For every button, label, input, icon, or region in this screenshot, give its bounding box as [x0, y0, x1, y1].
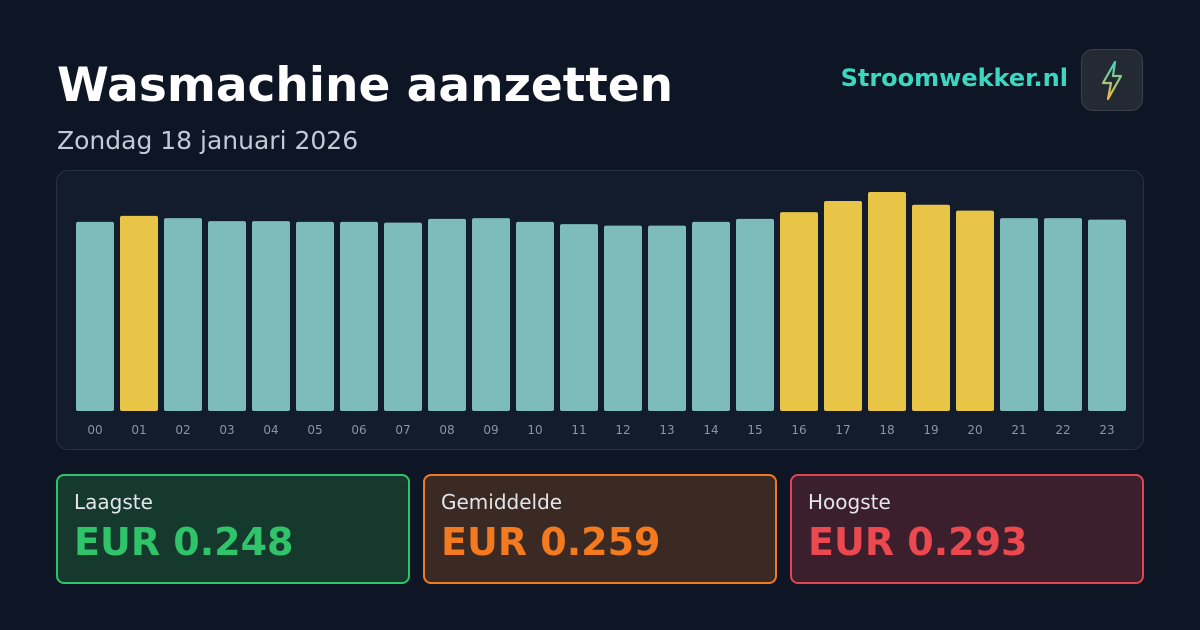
x-tick-label: 08 — [439, 423, 454, 437]
x-tick-label: 09 — [483, 423, 498, 437]
x-tick-label: 22 — [1055, 423, 1070, 437]
bar — [648, 225, 686, 411]
x-tick-label: 17 — [835, 423, 850, 437]
bar — [956, 210, 994, 411]
stat-value: EUR 0.259 — [441, 520, 661, 564]
x-tick-label: 11 — [571, 423, 586, 437]
stat-card: Gemiddelde EUR 0.259 — [423, 474, 777, 584]
bar — [780, 212, 818, 411]
stat-card: Hoogste EUR 0.293 — [790, 474, 1144, 584]
x-tick-label: 13 — [659, 423, 674, 437]
bar — [164, 218, 202, 411]
bar — [428, 218, 466, 411]
bar — [120, 215, 158, 411]
bar — [384, 222, 422, 411]
x-tick-label: 10 — [527, 423, 542, 437]
stat-card: Laagste EUR 0.248 — [56, 474, 410, 584]
x-tick-label: 14 — [703, 423, 718, 437]
bar — [1044, 218, 1082, 411]
bar — [76, 221, 114, 411]
bar — [208, 221, 246, 411]
bar — [516, 221, 554, 411]
x-tick-label: 01 — [131, 423, 146, 437]
x-tick-label: 15 — [747, 423, 762, 437]
stat-label: Gemiddelde — [441, 490, 563, 514]
x-tick-label: 00 — [87, 423, 102, 437]
bar — [868, 192, 906, 411]
bar — [824, 200, 862, 411]
x-tick-label: 18 — [879, 423, 894, 437]
x-tick-label: 19 — [923, 423, 938, 437]
x-tick-label: 03 — [219, 423, 234, 437]
bar — [604, 225, 642, 411]
x-tick-label: 12 — [615, 423, 630, 437]
subtitle: Zondag 18 januari 2026 — [57, 126, 359, 155]
brand-icon — [1081, 49, 1143, 111]
x-tick-label: 16 — [791, 423, 806, 437]
x-tick-label: 07 — [395, 423, 410, 437]
stat-label: Laagste — [74, 490, 153, 514]
bar — [1000, 218, 1038, 411]
bar — [1088, 219, 1126, 411]
bar — [560, 224, 598, 411]
bolt — [1101, 60, 1123, 101]
chart: 00 01 02 03 04 05 06 07 08 09 10 11 12 13 14 15 16 17 18 19… — [76, 192, 1126, 437]
x-tick-label: 06 — [351, 423, 366, 437]
x-tick-label: 02 — [175, 423, 190, 437]
stat-label: Hoogste — [808, 490, 891, 514]
x-tick-label: 23 — [1099, 423, 1114, 437]
bar — [472, 218, 510, 411]
bar — [296, 221, 334, 411]
title: Wasmachine aanzetten — [57, 58, 674, 113]
bar — [252, 221, 290, 411]
bar — [912, 204, 950, 411]
stat-value: EUR 0.293 — [808, 520, 1028, 564]
x-tick-label: 20 — [967, 423, 982, 437]
bar — [692, 221, 730, 411]
brand: Stroomwekker.nl — [840, 64, 1068, 92]
x-tick-label: 04 — [263, 423, 278, 437]
stat-value: EUR 0.248 — [74, 520, 294, 564]
x-tick-label: 21 — [1011, 423, 1026, 437]
bar — [340, 221, 378, 411]
bar — [736, 218, 774, 411]
x-tick-label: 05 — [307, 423, 322, 437]
